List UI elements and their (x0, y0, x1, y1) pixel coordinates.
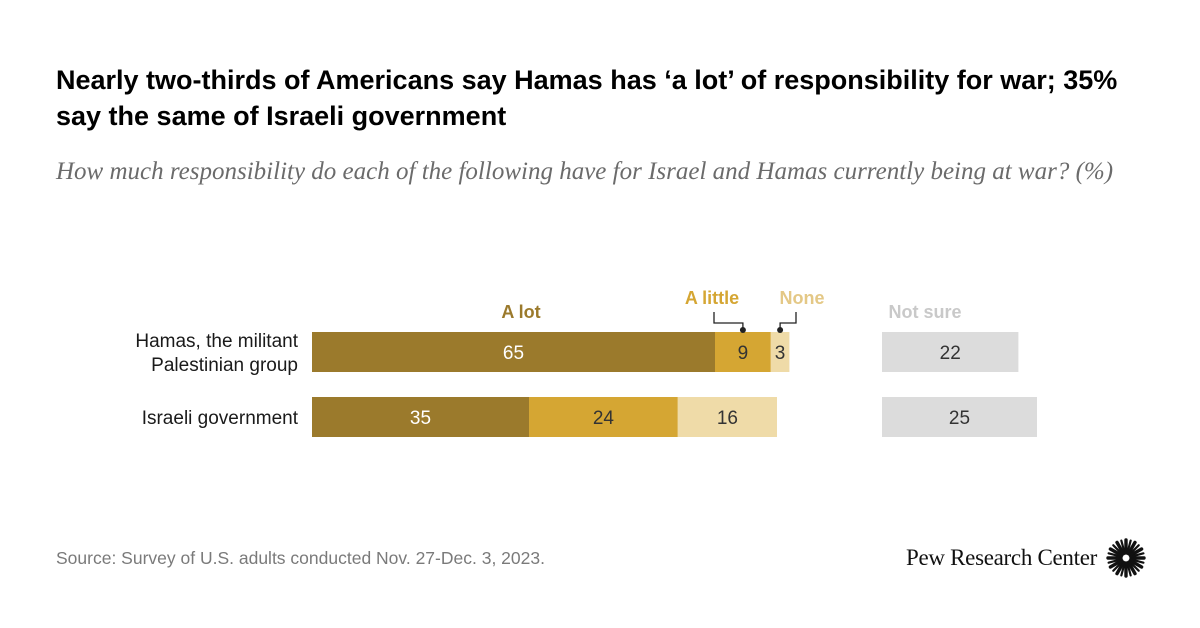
data-label: 9 (738, 343, 749, 364)
bar-a-little (715, 332, 771, 372)
sunburst-ray (1126, 560, 1137, 576)
data-label: 24 (593, 408, 615, 429)
bar-a-little (529, 397, 678, 437)
legend-label: A little (685, 288, 739, 308)
source-note: Source: Survey of U.S. adults conducted … (56, 548, 545, 568)
bar-not-sure (882, 397, 1037, 437)
chart-subtitle: How much responsibility do each of the f… (56, 158, 1114, 185)
sunburst-ray (1112, 544, 1124, 556)
pew-sunburst-icon (1106, 538, 1146, 578)
legend-label: A lot (501, 302, 540, 322)
sunburst-ray (1107, 552, 1123, 558)
brand-logo: Pew Research Center (906, 538, 1146, 578)
chart-title: Nearly two-thirds of Americans say Hamas… (56, 65, 1118, 131)
stacked-bar-chart: Hamas, the militant Palestinian group 65 9 3… (135, 288, 1037, 437)
sunburst-ray (1126, 539, 1132, 555)
sunburst-ray (1107, 558, 1123, 564)
leader-dot (739, 327, 746, 333)
data-label: 16 (717, 408, 738, 429)
sunburst-ray (1108, 558, 1124, 569)
bar-none (770, 332, 790, 372)
bar-none (677, 397, 777, 437)
leader-line (713, 312, 744, 330)
sunburst-ray (1128, 558, 1144, 569)
bar-a-lot (312, 397, 529, 437)
sunburst-ray (1120, 539, 1126, 555)
sunburst-ray (1120, 561, 1126, 577)
data-label: 25 (949, 408, 970, 429)
sunburst-ray (1129, 558, 1145, 564)
sunburst-ray (1112, 560, 1124, 572)
sunburst-ray (1128, 547, 1144, 558)
sunburst-ray (1126, 540, 1137, 556)
bar-a-lot (312, 332, 715, 372)
sunburst-ray (1129, 552, 1145, 558)
data-label: 65 (503, 343, 524, 364)
sunburst-ray (1128, 560, 1140, 572)
data-label: 35 (410, 408, 431, 429)
legend-label: Not sure (888, 302, 961, 322)
sunburst-ray (1115, 540, 1126, 556)
category-label: Israeli government (142, 408, 299, 429)
category-label: Hamas, the militant Palestinian group (135, 331, 298, 376)
brand-name: Pew Research Center (905, 545, 1097, 570)
sunburst-ray (1115, 560, 1126, 576)
data-label: 22 (940, 343, 961, 364)
legend-label: None (780, 288, 825, 308)
leader-dot (777, 327, 784, 333)
data-label: 3 (775, 343, 786, 364)
sunburst-ray (1126, 561, 1132, 577)
sunburst-ray (1128, 544, 1140, 556)
leader-line (779, 312, 797, 330)
bar-not-sure (882, 332, 1019, 372)
sunburst-ray (1108, 547, 1124, 558)
